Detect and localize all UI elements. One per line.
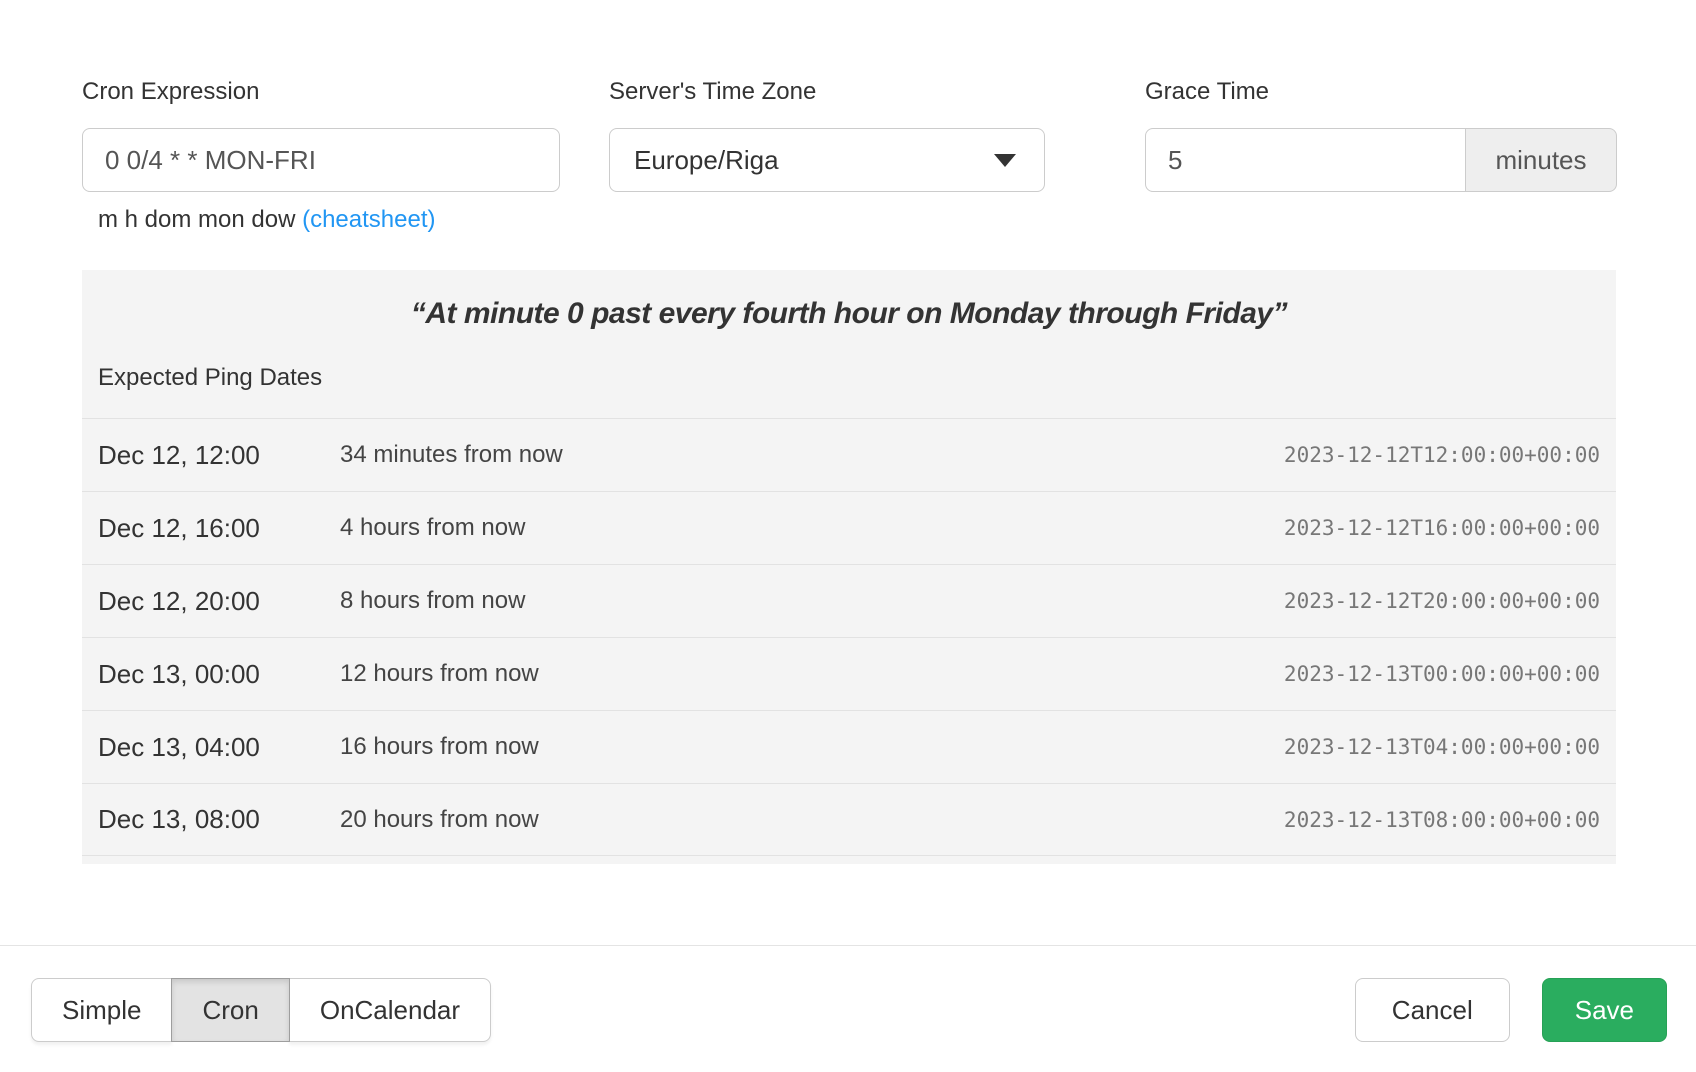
ping-relative-time: 16 hours from now [340,733,539,760]
table-row: Dec 12, 20:00 8 hours from now 2023-12-1… [82,564,1616,637]
schedule-mode-group: Simple Cron OnCalendar [31,978,492,1042]
ping-iso-timestamp: 2023-12-13T00:00:00+00:00 [1283,662,1600,686]
save-button[interactable]: Save [1541,978,1667,1042]
mode-button-oncalendar[interactable]: OnCalendar [288,978,492,1042]
cron-expression-label: Cron Expression [82,78,260,105]
chevron-down-icon [994,153,1016,167]
grace-time-input[interactable] [1145,128,1466,192]
schedule-form: Cron Expression m h dom mon dow (cheatsh… [0,0,1696,234]
timezone-field: Server's Time Zone Europe/Riga [609,78,1045,234]
expected-ping-dates-label: Expected Ping Dates [98,364,323,391]
ping-relative-time: 20 hours from now [340,805,539,833]
grace-time-unit: minutes [1466,128,1617,192]
timezone-select[interactable]: Europe/Riga [609,128,1045,192]
ping-relative-time: 12 hours from now [340,660,539,687]
ping-relative-time: 34 minutes from now [340,441,563,468]
ping-iso-timestamp: 2023-12-12T20:00:00+00:00 [1283,589,1600,613]
table-row: Dec 13, 00:00 12 hours from now 2023-12-… [82,637,1616,710]
table-row: Dec 13, 08:00 20 hours from now 2023-12-… [82,783,1616,856]
cron-expression-field: Cron Expression m h dom mon dow (cheatsh… [82,78,560,234]
ping-date: Dec 12, 20:00 [98,585,260,616]
cancel-button[interactable]: Cancel [1354,978,1510,1042]
dialog-footer: Simple Cron OnCalendar Cancel Save [0,945,1696,1042]
table-row: Dec 13, 04:00 16 hours from now 2023-12-… [82,710,1616,783]
cheatsheet-link[interactable]: (cheatsheet) [302,206,436,233]
ping-dates-table: Dec 12, 12:00 34 minutes from now 2023-1… [82,418,1616,856]
timezone-selected-value: Europe/Riga [634,144,779,175]
grace-time-label: Grace Time [1145,78,1270,105]
table-row: Dec 12, 16:00 4 hours from now 2023-12-1… [82,491,1616,564]
ping-iso-timestamp: 2023-12-13T04:00:00+00:00 [1283,735,1600,759]
grace-time-field: Grace Time minutes [1145,78,1617,234]
table-row: Dec 12, 12:00 34 minutes from now 2023-1… [82,418,1616,491]
timezone-label: Server's Time Zone [609,78,817,105]
mode-button-simple[interactable]: Simple [31,978,173,1042]
ping-iso-timestamp: 2023-12-12T12:00:00+00:00 [1283,443,1600,467]
cron-hint-text: m h dom mon dow [98,206,296,233]
ping-date: Dec 13, 08:00 [98,804,260,834]
mode-button-cron[interactable]: Cron [171,978,290,1042]
ping-date: Dec 13, 04:00 [98,731,260,762]
cron-expression-input[interactable] [82,128,560,192]
ping-date: Dec 12, 16:00 [98,512,260,543]
ping-iso-timestamp: 2023-12-13T08:00:00+00:00 [1283,807,1600,832]
cron-hint: m h dom mon dow (cheatsheet) [98,206,560,234]
cron-description: “At minute 0 past every fourth hour on M… [410,297,1288,330]
ping-date: Dec 13, 00:00 [98,658,260,689]
ping-relative-time: 8 hours from now [340,587,526,614]
ping-iso-timestamp: 2023-12-12T16:00:00+00:00 [1283,516,1600,540]
ping-preview-panel: “At minute 0 past every fourth hour on M… [82,270,1616,864]
ping-date: Dec 12, 12:00 [98,439,260,470]
ping-relative-time: 4 hours from now [340,514,526,541]
